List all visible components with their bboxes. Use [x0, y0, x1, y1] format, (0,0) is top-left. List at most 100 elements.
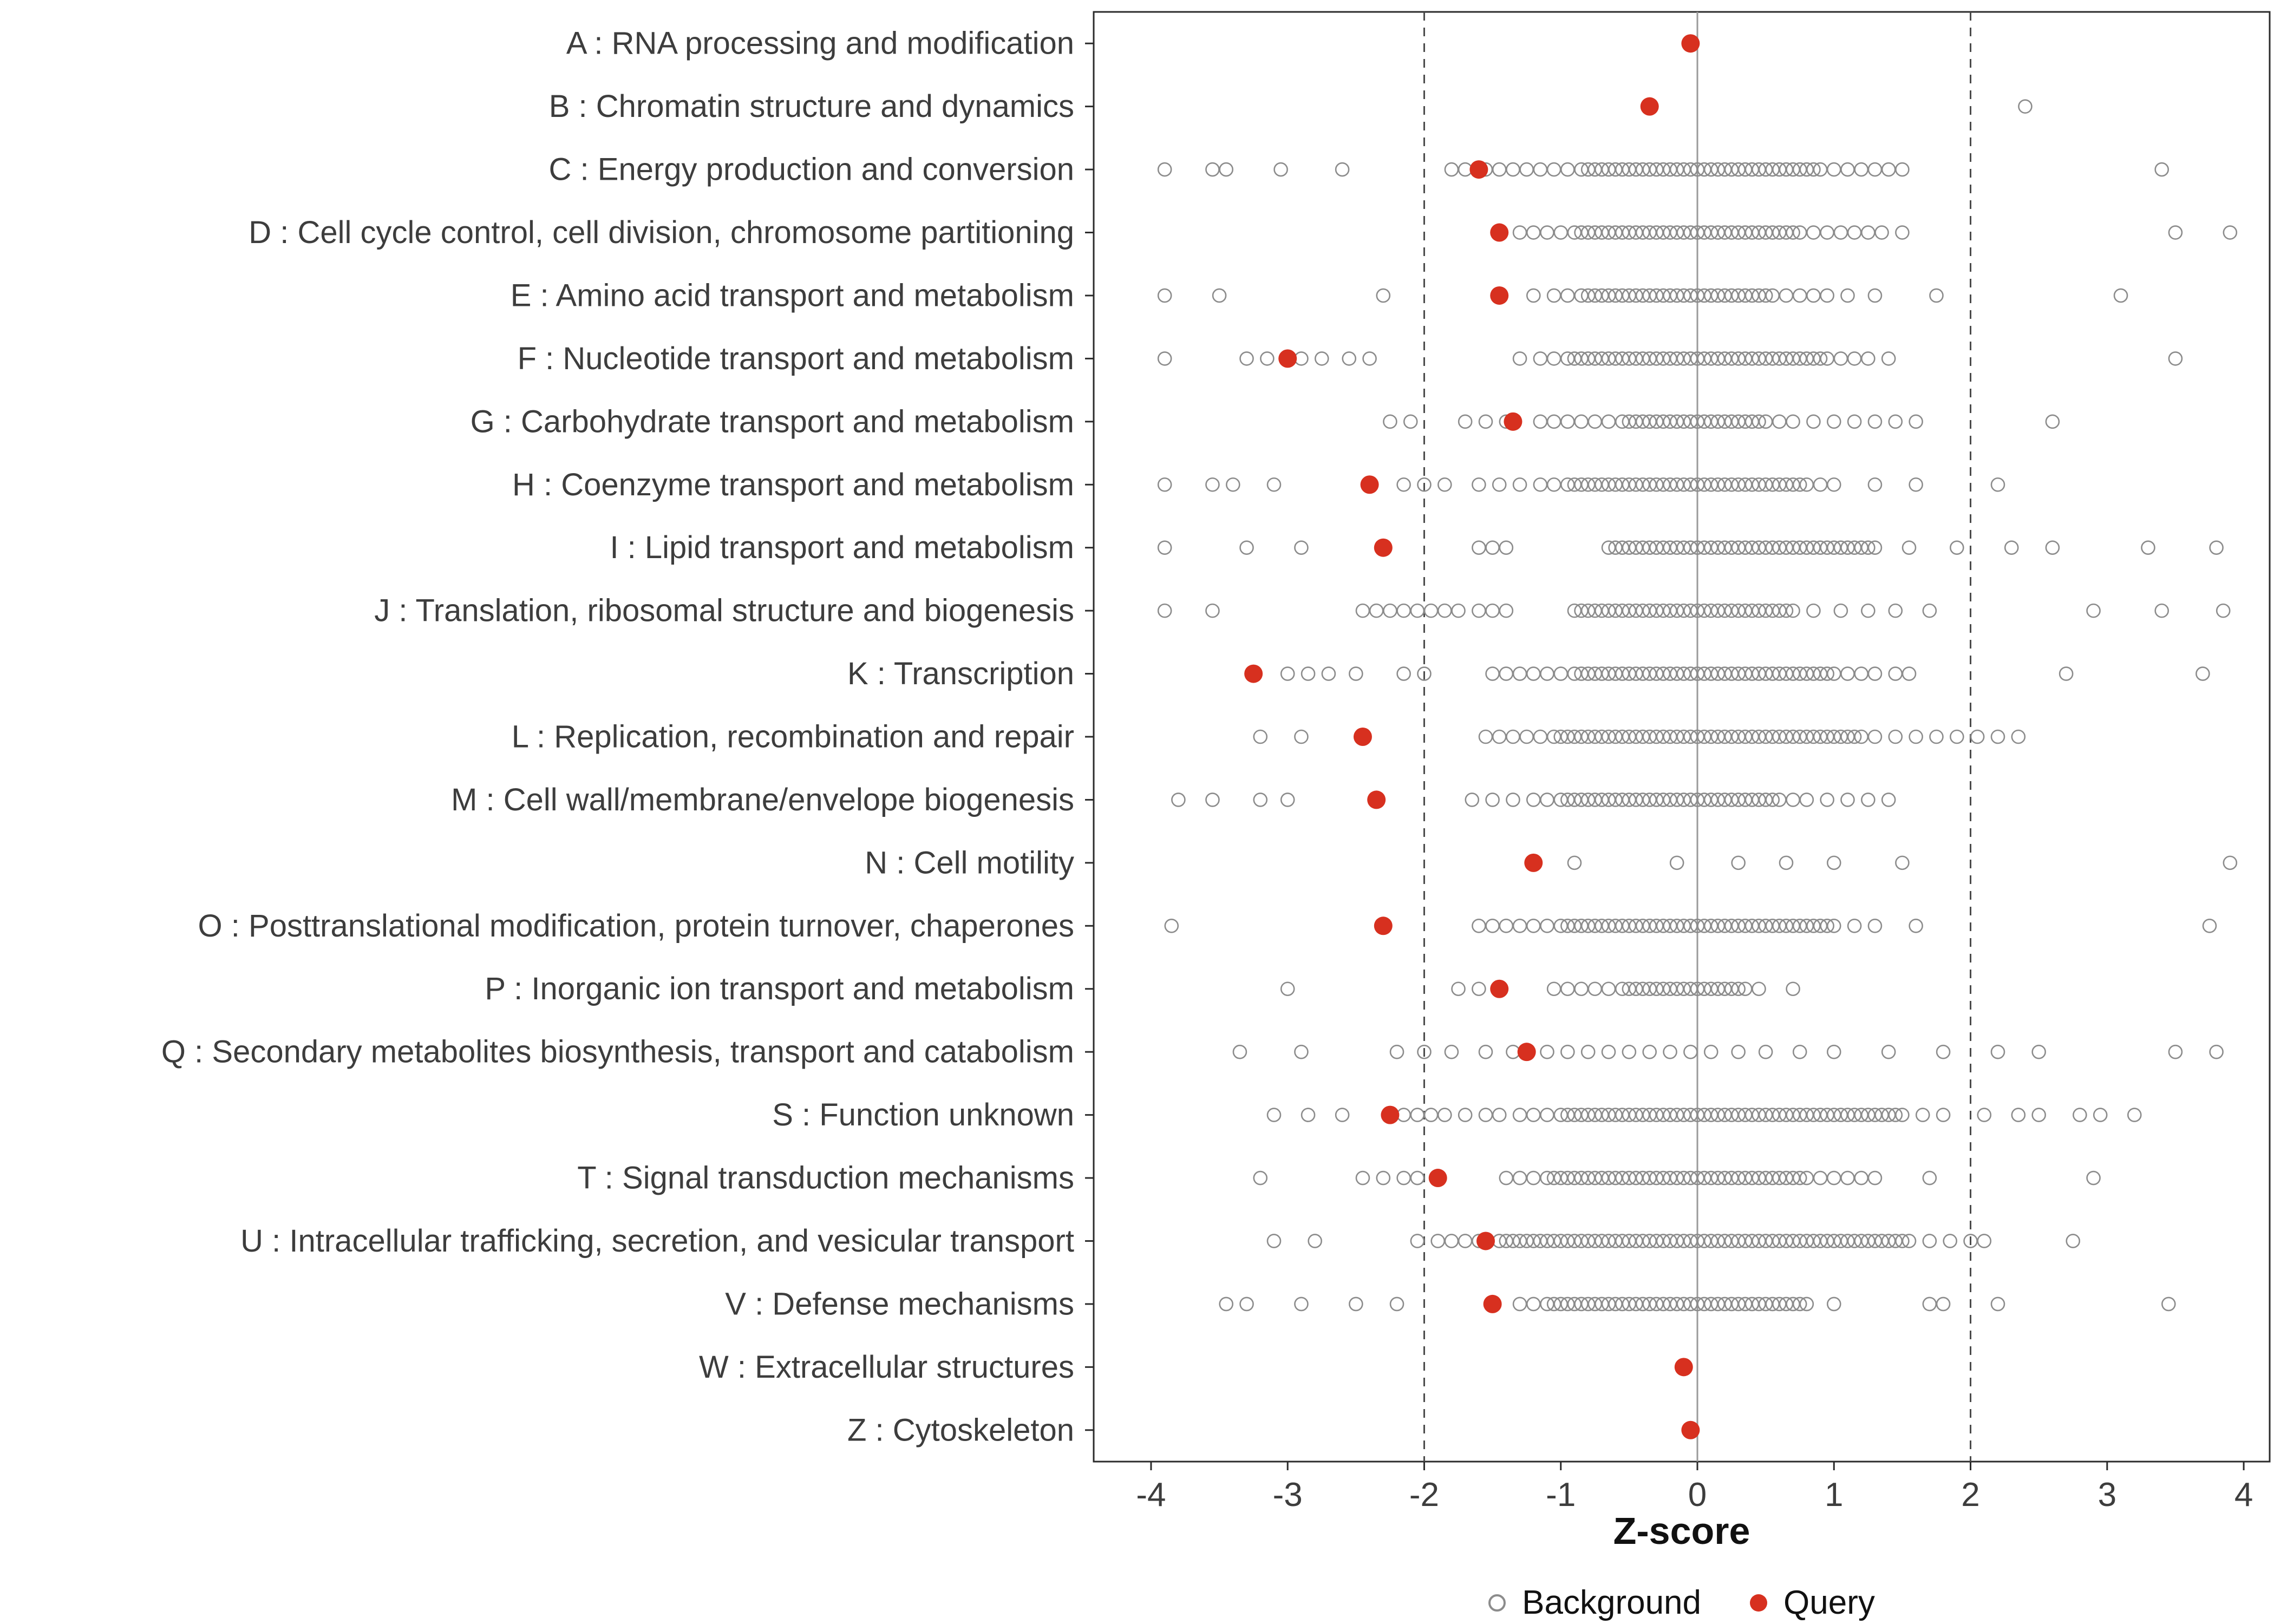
background-point — [2161, 1296, 2176, 1312]
background-point — [1410, 1234, 1425, 1248]
query-point — [1360, 475, 1379, 494]
background-point — [2223, 225, 2238, 240]
background-point — [1451, 981, 1466, 997]
background-point — [1703, 1044, 1718, 1059]
query-point — [1517, 1043, 1536, 1062]
background-point — [1826, 477, 1841, 492]
background-point — [1212, 288, 1227, 303]
background-point — [1260, 351, 1275, 366]
background-point — [2202, 919, 2217, 933]
y-category-label: G : Carbohydrate transport and metabolis… — [471, 404, 1074, 439]
background-point — [1157, 540, 1172, 555]
background-point — [1861, 540, 1876, 555]
background-point — [1792, 1170, 1807, 1186]
background-point — [1383, 414, 1397, 429]
x-tick-label: -1 — [1546, 1476, 1576, 1514]
background-point — [2018, 99, 2033, 114]
background-point — [1266, 1234, 1282, 1248]
background-point — [2093, 1108, 2108, 1122]
background-point — [1389, 1044, 1404, 1059]
y-category-label: Z : Cytoskeleton — [847, 1412, 1074, 1448]
background-point — [1909, 919, 1923, 933]
background-point — [1335, 1108, 1350, 1122]
y-category-label: A : RNA processing and modification — [566, 26, 1074, 61]
legend-item-query: Query — [1750, 1583, 1875, 1622]
background-point — [1253, 1170, 1268, 1186]
background-point — [1492, 477, 1507, 492]
background-point — [1833, 603, 1848, 618]
background-point — [1417, 477, 1432, 492]
background-point — [1929, 729, 1944, 744]
background-point — [1335, 162, 1350, 177]
background-point — [1867, 477, 1883, 492]
background-point — [1806, 162, 1821, 177]
background-point — [1567, 855, 1582, 870]
query-point — [1374, 916, 1393, 935]
background-point — [1219, 162, 1233, 177]
background-point — [1266, 1108, 1282, 1122]
query-point — [1278, 349, 1297, 368]
background-point — [1205, 477, 1220, 492]
background-point — [1485, 793, 1500, 807]
background-point — [1157, 288, 1172, 303]
background-point — [1280, 793, 1295, 807]
background-point — [1909, 477, 1923, 492]
background-point — [1410, 1170, 1425, 1186]
query-point — [1469, 160, 1488, 179]
query-point — [1428, 1169, 1447, 1188]
background-point — [1314, 351, 1329, 366]
background-point — [1226, 477, 1240, 492]
background-point — [2004, 540, 2019, 555]
background-point — [1205, 603, 1220, 618]
background-point — [1239, 540, 1254, 555]
x-tick-label: 1 — [1825, 1476, 1843, 1514]
background-point — [2209, 540, 2224, 555]
background-point — [1867, 729, 1883, 744]
background-point — [2086, 1170, 2101, 1186]
background-point — [1266, 477, 1282, 492]
background-point — [1349, 666, 1363, 681]
background-point — [1478, 414, 1493, 429]
legend-label-query: Query — [1783, 1584, 1875, 1621]
background-point — [1820, 666, 1834, 681]
background-point — [2045, 540, 2060, 555]
background-point — [1642, 1044, 1657, 1059]
background-point — [1799, 793, 1814, 807]
background-point — [1861, 793, 1876, 807]
y-category-label: J : Translation, ribosomal structure and… — [374, 593, 1074, 628]
query-point — [1524, 853, 1543, 872]
background-point — [1294, 729, 1309, 744]
background-point — [1472, 477, 1486, 492]
query-point — [1374, 538, 1393, 557]
background-point — [1936, 1108, 1951, 1122]
y-category-label: T : Signal transduction mechanisms — [577, 1161, 1074, 1196]
background-point — [1936, 1044, 1951, 1059]
background-point — [1881, 1044, 1896, 1059]
background-point — [1786, 603, 1800, 618]
y-category-label: L : Replication, recombination and repai… — [512, 719, 1074, 755]
x-axis: -4 -3 -2 -1 0 1 2 3 4 — [1136, 1462, 2253, 1514]
y-axis: A : RNA processing and modification B : C… — [161, 26, 1094, 1448]
background-point — [1888, 414, 1903, 429]
background-point — [1239, 1296, 1254, 1312]
background-point — [1765, 793, 1780, 807]
background-point — [1820, 793, 1834, 807]
background-point — [1895, 1234, 1910, 1248]
background-point — [1580, 1044, 1596, 1059]
background-point — [1820, 919, 1834, 933]
legend: Background Query — [1094, 1583, 2270, 1622]
query-point — [1674, 1358, 1693, 1377]
query-point — [1640, 97, 1659, 116]
background-point — [1826, 855, 1841, 870]
background-point — [1417, 1044, 1432, 1059]
query-point — [1490, 286, 1509, 305]
background-point — [1239, 351, 1254, 366]
background-point — [1806, 603, 1821, 618]
y-category-label: P : Inorganic ion transport and metaboli… — [485, 971, 1074, 1006]
background-point — [1389, 1296, 1404, 1312]
background-point — [1171, 793, 1186, 807]
x-tick-label: 2 — [1961, 1476, 1979, 1514]
background-point — [1786, 981, 1800, 997]
background-point — [1922, 1234, 1937, 1248]
background-point — [1280, 666, 1295, 681]
